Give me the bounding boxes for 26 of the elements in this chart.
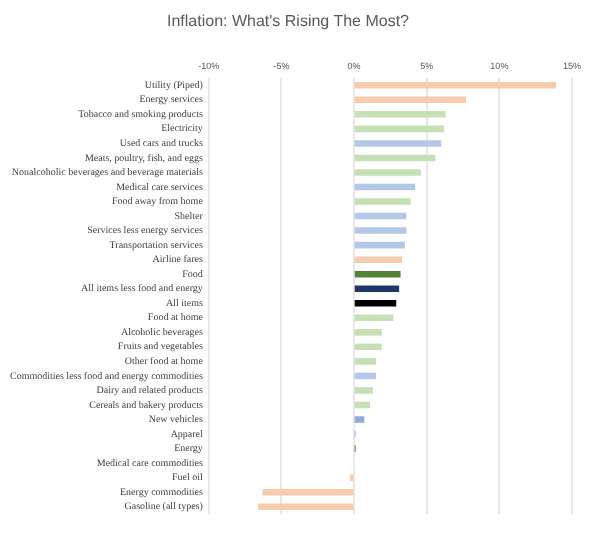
bar: [354, 82, 557, 89]
bar: [354, 241, 405, 249]
bar: [354, 270, 401, 278]
bar: [354, 372, 376, 380]
bar: [354, 416, 365, 423]
bar: [354, 212, 407, 220]
bar: [354, 140, 442, 147]
bar: [354, 256, 403, 263]
bar: [354, 343, 382, 351]
bar: [354, 285, 400, 292]
bar: [354, 329, 382, 336]
bar: [354, 96, 466, 104]
bar: [354, 183, 416, 191]
chart-title: Inflation: What's Rising The Most?: [167, 12, 411, 31]
bar: [258, 503, 354, 510]
bar: [354, 358, 376, 365]
bar: [354, 198, 411, 205]
bar: [354, 314, 394, 322]
bar: [354, 154, 436, 162]
bar: [354, 227, 407, 234]
bar: [354, 300, 397, 307]
bar: [262, 488, 354, 496]
bar: [354, 125, 445, 133]
bar: [354, 169, 421, 176]
bar: [354, 111, 446, 118]
bar: [354, 387, 373, 394]
